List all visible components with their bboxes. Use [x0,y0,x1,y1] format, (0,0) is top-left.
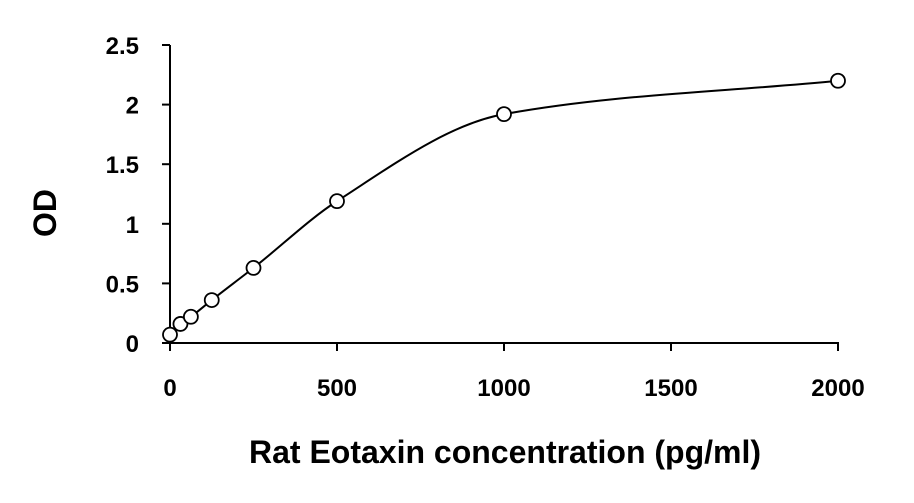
labels: Rat Eotaxin concentration (pg/ml) OD [27,189,761,470]
x-tick-label: 0 [163,375,176,402]
data-points [162,72,846,343]
x-tick-label: 1000 [477,375,530,402]
data-point-marker [245,260,262,276]
y-tick-label: 2.5 [106,33,139,60]
x-tick-label: 2000 [811,375,864,402]
x-tick-label: 500 [317,375,357,402]
data-point-marker [162,326,178,343]
y-tick-label: 0 [126,331,139,358]
y-tick-label: 1.5 [106,152,139,179]
x-axis-title: Rat Eotaxin concentration (pg/ml) [249,434,761,470]
y-tick-label: 1 [126,212,139,239]
y-tick-label: 0.5 [106,271,139,298]
data-point-marker [329,193,345,210]
axes: 0 0.5 1 1.5 2 2.5 0 500 1000 1500 2000 [106,33,865,402]
y-axis-title: OD [27,189,63,237]
data-point-marker [203,292,220,308]
x-tick-label: 1500 [644,375,697,402]
y-tick-label: 2 [126,93,139,120]
data-point-marker [182,308,199,325]
data-point-marker [830,72,846,89]
data-point-marker [496,106,512,123]
